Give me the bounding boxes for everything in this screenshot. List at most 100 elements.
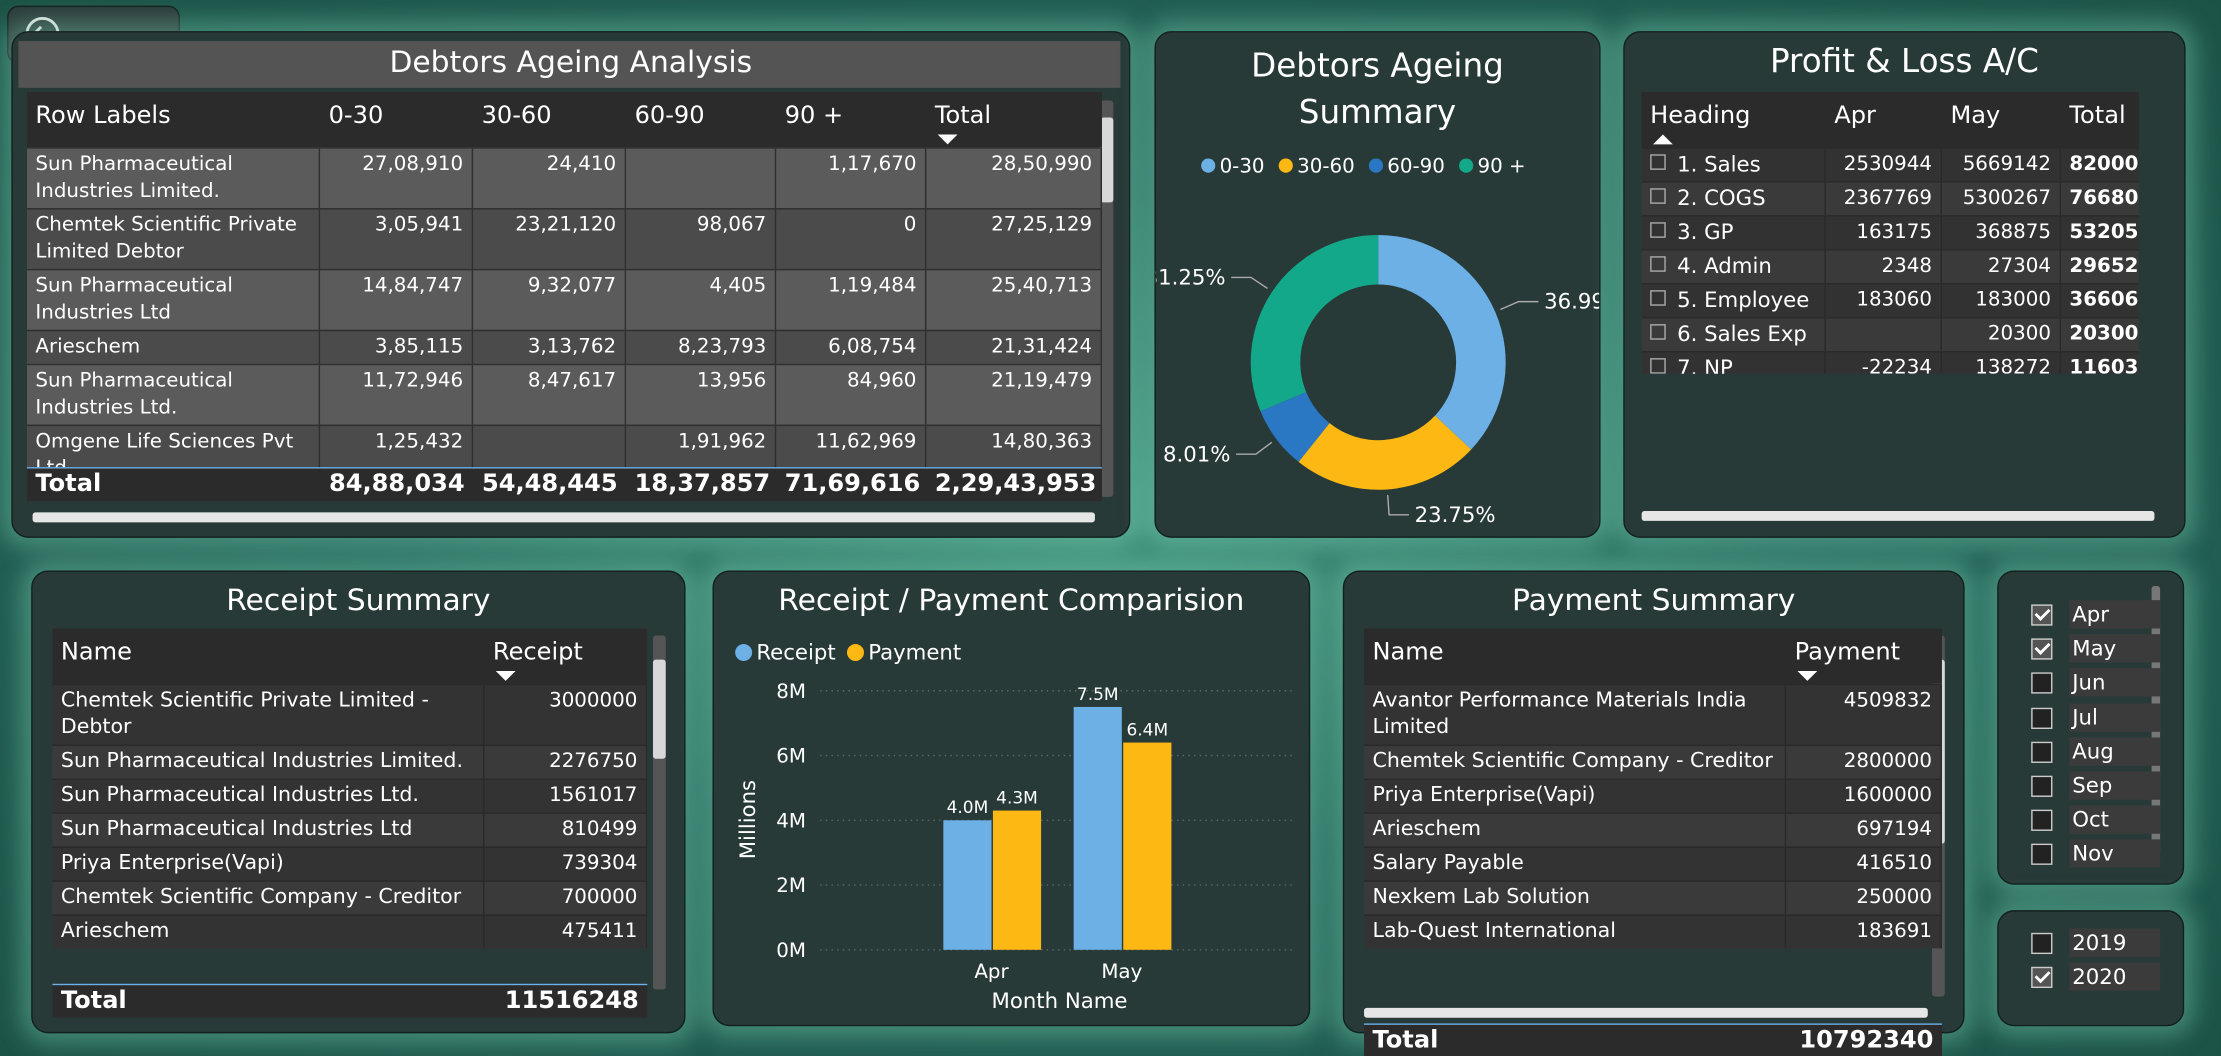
cell-text: 2348 [1881, 254, 1933, 278]
total-cell: 2,29,43,953 [926, 469, 1102, 502]
cell-text: 5. Employee [1677, 287, 1810, 313]
table-cell: Lab-Quest International [1364, 915, 1787, 949]
table-body: Avantor Performance Materials India Limi… [1364, 683, 1942, 1024]
table-cell: 183691 [1786, 915, 1942, 949]
table-cell: 5669142 [1942, 148, 2061, 182]
slicer-item[interactable]: Oct [1999, 805, 2183, 834]
table-cell [473, 426, 627, 468]
table-cell: 13,956 [626, 365, 777, 425]
table-row: Omgene Life Sciences Pvt Ltd 1,25,432 1,91… [26, 424, 1102, 468]
expand-icon [1650, 222, 1666, 238]
legend-label: Payment [868, 641, 961, 666]
donut-panel: Debtors Ageing Summary 0-30 30-60 60-90 90 … [1154, 31, 1601, 538]
table-cell: 1,91,962 [626, 426, 777, 468]
table-cell: 3,05,941 [320, 209, 474, 269]
table-row: Chemtek Scientific Company - Creditor 700… [52, 880, 648, 915]
table-cell: 3000000 [484, 685, 648, 745]
table-row: Sun Pharmaceutical Industries Ltd. 11,72,… [26, 363, 1102, 425]
table: Row Labels 0-30 30-60 60-90 90 + Total Sun Pha… [26, 92, 1102, 502]
slicer-label: Jun [2069, 668, 2161, 697]
checkbox [2031, 707, 2053, 729]
cell-text: Sun Pharmaceutical Industries Limited. [35, 152, 233, 203]
table-cell: 250000 [1786, 881, 1942, 915]
cell-text: 1,17,670 [828, 152, 917, 176]
cell-text: 84,960 [847, 369, 917, 393]
slicer-item[interactable]: Apr [1999, 600, 2183, 629]
cell-text: 183060 [1856, 288, 1933, 312]
table-cell: 2530944 [1826, 148, 1942, 182]
table-row: 7. NP -22234 138272 116038 [1641, 351, 2139, 374]
cell-text: 2367769 [1843, 186, 1933, 210]
legend-dot [1278, 158, 1293, 173]
table-cell: 28,50,990 [926, 148, 1102, 209]
total-row: Total 84,88,034 54,48,445 18,37,857 71,69,61… [26, 467, 1102, 502]
total-cell: Total [27, 469, 320, 502]
total-text: 54,48,445 [481, 469, 618, 499]
table-row: 3. GP 163175 368875 532050 [1641, 215, 2139, 250]
y-tick-label: 0M [776, 939, 806, 962]
total-text: 11516248 [504, 986, 639, 1015]
expand-icon [1650, 154, 1666, 170]
total-cell: 54,48,445 [473, 469, 626, 502]
y-tick-label: 8M [776, 680, 806, 703]
column-header: 0-30 [320, 92, 473, 147]
checkbox [2031, 741, 2053, 763]
table-row: Arieschem 697194 [1364, 812, 1942, 847]
donut-slice [1298, 415, 1472, 490]
donut-slice [1378, 234, 1506, 450]
slicer-item[interactable]: Jul [1999, 702, 2183, 732]
expand-icon [1650, 188, 1666, 204]
slicer-label: 2019 [2069, 928, 2161, 957]
table-cell: 739304 [484, 847, 648, 881]
column-header: 90 + [776, 92, 926, 147]
column-header: May [1942, 92, 2061, 147]
cell-text: 1,25,432 [374, 430, 464, 453]
cell-text: 700000 [561, 886, 638, 909]
bar [1073, 706, 1122, 950]
donut-chart: 0-30 30-60 60-90 90 + 36.99% 23.75% 8.01% 31.25… [1156, 155, 1599, 528]
table-cell: 14,84,747 [320, 270, 474, 330]
cell-text: 9,32,077 [527, 274, 617, 298]
table-cell: 3,85,115 [320, 331, 474, 364]
table-row: Sun Pharmaceutical Industries Ltd 14,84,7… [26, 268, 1102, 330]
total-text: 10792340 [1799, 1026, 1934, 1055]
table-cell: 2367769 [1826, 182, 1942, 216]
cell-text: 5669142 [1962, 152, 2052, 176]
slicer-item[interactable]: May [1999, 634, 2183, 663]
data-label: 7.5M [1077, 685, 1119, 705]
total-cell: Total [1364, 1025, 1786, 1056]
cell-text: 2. COGS [1677, 185, 1766, 211]
table-row: Nexkem Lab Solution 250000 [1364, 880, 1942, 915]
cell-text: 3,13,762 [527, 335, 617, 359]
legend-label: 0-30 [1220, 155, 1265, 178]
slicer-item[interactable]: 2019 [1999, 928, 2183, 957]
column-header-text: Heading [1650, 101, 1751, 131]
slicer-item[interactable]: Aug [1999, 737, 2183, 766]
table-body: 1. Sales 2530944 5669142 8200086 2. COGS 2367… [1641, 147, 2139, 374]
slicer-item[interactable]: Nov [1999, 839, 2183, 869]
cell-text: 416510 [1856, 852, 1933, 875]
cell-text: 366060 [2069, 288, 2139, 312]
table-cell: 163175 [1826, 216, 1942, 250]
total-cell: 10792340 [1786, 1025, 1942, 1056]
table-cell: Nexkem Lab Solution [1364, 881, 1787, 915]
cell-text: 4,405 [709, 274, 767, 298]
cell-text: 8200086 [2069, 152, 2139, 176]
column-header: Heading [1642, 92, 1826, 147]
table-cell: Chemtek Scientific Company - Creditor [52, 881, 485, 915]
cell-text: 4509832 [1843, 689, 1933, 712]
cell-text: 20300 [2069, 322, 2139, 346]
slicer-item[interactable]: 2020 [1999, 962, 2183, 991]
slicer-item[interactable]: Sep [1999, 771, 2183, 800]
table-cell: 4509832 [1786, 685, 1942, 745]
cell-text: 24,410 [546, 152, 617, 176]
table-cell: 2276750 [484, 745, 648, 779]
slicer-item[interactable]: Jun [1999, 668, 2183, 697]
total-text: Total [60, 986, 127, 1015]
donut-slice [1250, 234, 1379, 412]
receipt-panel: Receipt Summary Name Receipt Chemtek Scien… [31, 570, 686, 1034]
cell-text: 6. Sales Exp [1677, 321, 1807, 347]
table-cell: 6. Sales Exp [1642, 318, 1826, 352]
table-row: 6. Sales Exp 20300 20300 [1641, 317, 2139, 352]
